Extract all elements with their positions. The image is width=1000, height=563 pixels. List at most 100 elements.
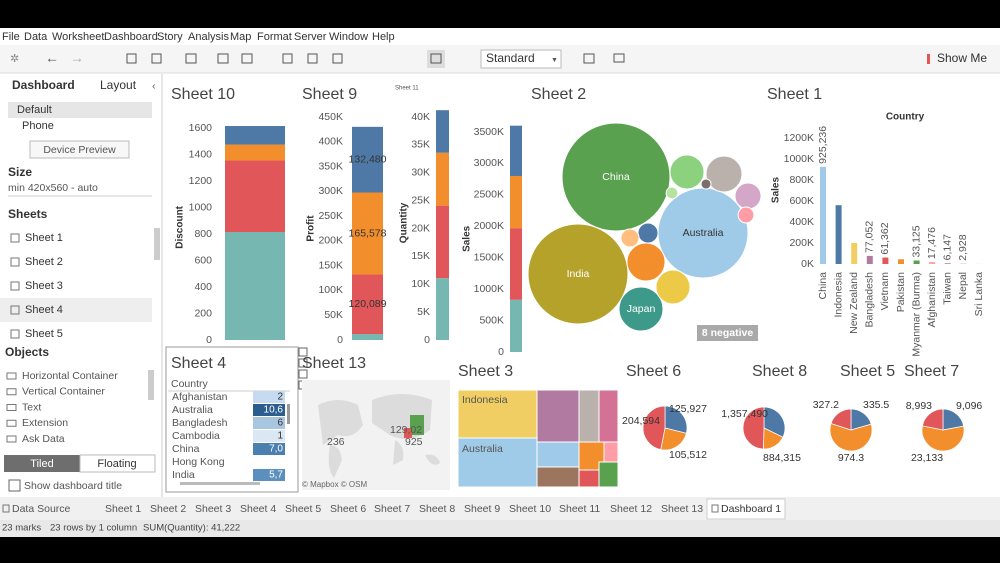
- bar-segment: [225, 144, 285, 161]
- pie-slice: [922, 408, 944, 431]
- svg-text:←: ←: [45, 50, 59, 66]
- y-tick-label: 600: [194, 254, 212, 266]
- sheet-tab[interactable]: Sheet 9: [464, 503, 500, 515]
- sheet-item[interactable]: Sheet 1: [25, 232, 63, 244]
- tiled-button[interactable]: [4, 455, 80, 472]
- sheet-tab[interactable]: Dashboard 1: [721, 503, 781, 515]
- sheet-tab[interactable]: Sheet 5: [285, 503, 321, 515]
- fit-dropdown[interactable]: [480, 49, 562, 69]
- sheet-tab[interactable]: Sheet 10: [509, 503, 551, 515]
- object-item[interactable]: Ask Data: [22, 433, 65, 445]
- bar: [882, 257, 889, 264]
- data-label: 33,125: [910, 225, 922, 257]
- treemap-cell: [578, 389, 600, 443]
- y-tick-label: 0: [498, 346, 504, 358]
- sheet-tab[interactable]: Sheet 6: [330, 503, 366, 515]
- object-item[interactable]: Horizontal Container: [22, 370, 118, 382]
- sheet-item[interactable]: Sheet 3: [25, 280, 63, 292]
- object-item[interactable]: Text: [22, 401, 41, 413]
- sheet-tab[interactable]: Sheet 4: [240, 503, 276, 515]
- bar: [851, 243, 858, 264]
- table-cell: Bangladesh: [172, 417, 228, 429]
- x-tick-label: Bangladesh: [864, 272, 876, 328]
- sheet-title: Sheet 6: [626, 363, 681, 380]
- device-preview[interactable]: Device Preview: [43, 144, 116, 156]
- sheet-tab[interactable]: Sheet 3: [195, 503, 231, 515]
- menu-item[interactable]: Server: [294, 31, 327, 43]
- sheet-title: Sheet 2: [531, 86, 586, 103]
- annotation: 8 negative: [702, 327, 754, 339]
- sheet-tab[interactable]: Sheet 8: [419, 503, 455, 515]
- panel-tab[interactable]: Dashboard: [12, 78, 75, 92]
- bar-segment: [352, 192, 383, 275]
- sheet-icon: [10, 281, 20, 291]
- y-axis-label: Discount: [175, 205, 186, 248]
- sheet-item[interactable]: Sheet 2: [25, 256, 63, 268]
- sheet-tab[interactable]: Sheet 1: [105, 503, 141, 515]
- sheet-tab[interactable]: Data Source: [12, 503, 71, 515]
- show-me[interactable]: Show Me: [937, 51, 987, 65]
- data-label: 165,578: [349, 227, 387, 239]
- menu-item[interactable]: Map: [230, 31, 251, 43]
- sheet-item[interactable]: Sheet 4: [25, 304, 63, 316]
- table-cell: 6: [277, 418, 283, 429]
- menu-item[interactable]: Help: [372, 31, 395, 43]
- y-tick-label: 150K: [318, 259, 343, 271]
- device-option[interactable]: Phone: [22, 120, 54, 132]
- menu-item[interactable]: Worksheet: [52, 31, 104, 43]
- sheet-tab[interactable]: Sheet 7: [374, 503, 410, 515]
- fit-value[interactable]: Standard: [486, 51, 535, 65]
- device-preview-button[interactable]: [29, 140, 130, 159]
- objects-scrollbar: [148, 370, 154, 400]
- pie-slice: [830, 408, 852, 431]
- bubble: [637, 222, 659, 244]
- sheet-title: Sheet 10: [171, 86, 235, 103]
- menu-item[interactable]: Dashboard: [104, 31, 158, 43]
- sheet-tab[interactable]: Sheet 13: [661, 503, 703, 515]
- bar: [820, 166, 826, 264]
- sheet-tab[interactable]: Sheet 11: [559, 503, 600, 515]
- bubble: [737, 206, 755, 224]
- size-value[interactable]: min 420x560 - auto: [8, 182, 98, 194]
- object-item[interactable]: Vertical Container: [22, 386, 105, 398]
- menu-item[interactable]: Format: [257, 31, 292, 43]
- data-label: 23,133: [911, 452, 943, 464]
- checkbox[interactable]: [8, 479, 21, 492]
- sheet-tab[interactable]: Sheet 2: [150, 503, 186, 515]
- menu-item[interactable]: File: [2, 31, 20, 43]
- floating-button[interactable]: [79, 454, 156, 473]
- sheet-item[interactable]: Sheet 5: [25, 328, 63, 340]
- device-option[interactable]: Default: [17, 104, 52, 116]
- object-icon: [6, 372, 17, 380]
- menu-item[interactable]: Data: [24, 31, 48, 43]
- table-scrollbar: [287, 404, 290, 424]
- y-tick-label: 1200: [189, 175, 213, 187]
- sheet-icon: [10, 233, 20, 243]
- layout-mode[interactable]: Tiled: [30, 458, 53, 470]
- value-cell: [253, 469, 285, 481]
- bar: [929, 262, 936, 264]
- object-item[interactable]: Extension: [22, 417, 68, 429]
- pie-slice: [763, 406, 786, 438]
- data-label: 132,480: [349, 153, 387, 165]
- sheet-tab[interactable]: Sheet 12: [610, 503, 652, 515]
- data-label: 61,362: [879, 222, 891, 254]
- y-tick-label: 2500K: [474, 189, 504, 201]
- subtitle: Country: [886, 112, 925, 123]
- sheet-title: Sheet 5: [840, 363, 895, 380]
- y-tick-label: 35K: [411, 139, 430, 151]
- show-title[interactable]: Show dashboard title: [24, 480, 122, 492]
- bubble: [626, 242, 666, 282]
- treemap-cell: [598, 461, 619, 488]
- menu-item[interactable]: Story: [157, 31, 183, 43]
- y-tick-label: 3000K: [474, 157, 504, 169]
- bubble: [620, 228, 640, 248]
- panel-tab[interactable]: Layout: [100, 78, 137, 92]
- x-tick-label: Pakistan: [895, 272, 907, 312]
- menu-item[interactable]: Window: [329, 31, 368, 43]
- data-label: 1,357,490: [721, 408, 768, 420]
- bubble-label: Australia: [683, 227, 724, 239]
- menu-item[interactable]: Analysis: [188, 31, 229, 43]
- bubble: [700, 178, 712, 190]
- layout-mode[interactable]: Floating: [97, 458, 136, 470]
